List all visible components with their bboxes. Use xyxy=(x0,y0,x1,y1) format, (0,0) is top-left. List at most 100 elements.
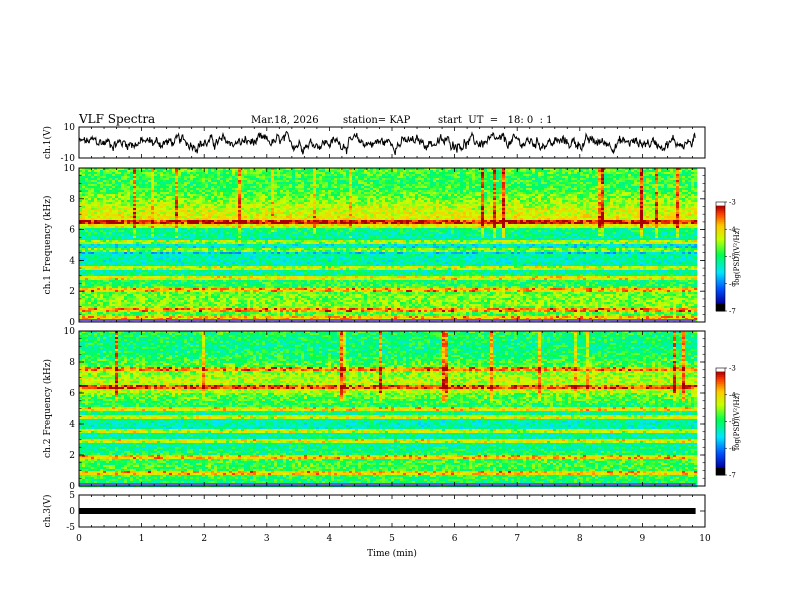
spectrogram-cell xyxy=(655,198,659,201)
spectrogram-cell xyxy=(253,208,257,211)
spectrogram-cell xyxy=(235,190,239,193)
spectrogram-cell xyxy=(217,210,221,213)
spectrogram-cell xyxy=(178,172,182,175)
spectrogram-cell xyxy=(166,190,170,193)
spectrogram-cell xyxy=(133,184,137,187)
spectrogram-cell xyxy=(142,188,146,191)
spectrogram-cell xyxy=(127,180,131,183)
spectrogram-cell xyxy=(598,174,602,177)
spectrogram-cell xyxy=(499,186,503,189)
spectrogram-cell xyxy=(598,194,602,197)
spectrogram-cell xyxy=(313,184,317,187)
spectrogram-cell xyxy=(364,184,368,187)
spectrogram-cell xyxy=(193,168,197,171)
spectrogram-cell xyxy=(316,188,320,191)
spectrogram-cell xyxy=(148,188,152,191)
spectrogram-cell xyxy=(541,184,545,187)
spectrogram-cell xyxy=(673,194,677,197)
spectrogram-cell xyxy=(607,188,611,191)
spectrogram-cell xyxy=(286,192,290,195)
spectrogram-cell xyxy=(652,182,656,185)
spectrogram-cell xyxy=(166,186,170,189)
spectrogram-cell xyxy=(334,188,338,191)
spectrogram-cell xyxy=(433,202,437,205)
y-tick-label: 10 xyxy=(64,123,76,133)
spectrogram-cell xyxy=(100,202,104,205)
spectrogram-cell xyxy=(586,184,590,187)
spectrogram-cell xyxy=(115,180,119,183)
spectrogram-cell xyxy=(301,204,305,207)
spectrogram-cell xyxy=(676,184,680,187)
spectrogram-cell xyxy=(361,188,365,191)
spectrogram-cell xyxy=(547,182,551,185)
spectrogram-cell xyxy=(520,184,524,187)
spectrogram-cell xyxy=(259,206,263,209)
spectrogram-cell xyxy=(202,174,206,177)
spectrogram-cell xyxy=(661,210,665,213)
spectrogram-cell xyxy=(250,198,254,201)
spectrogram-cell xyxy=(379,190,383,193)
spectrogram-cell xyxy=(547,180,551,183)
spectrogram-cell xyxy=(571,176,575,179)
spectrogram-cell xyxy=(247,182,251,185)
spectrogram-cell xyxy=(250,186,254,189)
spectrogram-cell xyxy=(256,198,260,201)
spectrogram-cell xyxy=(265,210,269,213)
spectrogram-cell xyxy=(469,176,473,179)
spectrogram-cell xyxy=(247,204,251,207)
spectrogram-cell xyxy=(493,214,497,217)
spectrogram-cell xyxy=(367,198,371,201)
spectrogram-cell xyxy=(478,190,482,193)
spectrogram-cell xyxy=(481,204,485,207)
spectrogram-cell xyxy=(355,206,359,209)
spectrogram-cell xyxy=(613,172,617,175)
spectrogram-cell xyxy=(124,204,128,207)
spectrogram-cell xyxy=(667,202,671,205)
spectrogram-cell xyxy=(433,180,437,183)
spectrogram-cell xyxy=(478,206,482,209)
spectrogram-cell xyxy=(664,198,668,201)
spectrogram-cell xyxy=(292,182,296,185)
spectrogram-cell xyxy=(487,200,491,203)
spectrogram-cell xyxy=(511,206,515,209)
spectrogram-cell xyxy=(478,214,482,217)
spectrogram-cell xyxy=(646,184,650,187)
spectrogram-cell xyxy=(448,172,452,175)
spectrogram-cell xyxy=(85,188,89,191)
spectrogram-cell xyxy=(652,198,656,201)
spectrogram-cell xyxy=(160,176,164,179)
spectrogram-cell xyxy=(127,192,131,195)
spectrogram-cell xyxy=(199,174,203,177)
spectrogram-cell xyxy=(532,188,536,191)
spectrogram-cell xyxy=(229,202,233,205)
spectrogram-cell xyxy=(457,180,461,183)
spectrogram-cell xyxy=(394,212,398,215)
spectrogram-cell xyxy=(244,198,248,201)
spectrogram-cell xyxy=(364,206,368,209)
spectrogram-cell xyxy=(100,174,104,177)
spectrogram-cell xyxy=(187,174,191,177)
spectrogram-cell xyxy=(184,214,188,217)
spectrogram-cell xyxy=(406,200,410,203)
spectrogram-cell xyxy=(631,184,635,187)
spectrogram-cell xyxy=(682,178,686,181)
spectrogram-cell xyxy=(400,176,404,179)
spectrogram-cell xyxy=(349,206,353,209)
spectrogram-cell xyxy=(424,198,428,201)
spectrogram-cell xyxy=(646,206,650,209)
spectrogram-cell xyxy=(526,204,530,207)
spectrogram-cell xyxy=(115,210,119,213)
spectrogram-cell xyxy=(610,206,614,209)
spectrogram-cell xyxy=(640,182,644,185)
spectrogram-cell xyxy=(316,210,320,213)
spectrogram-cell xyxy=(295,198,299,201)
spectrogram-cell xyxy=(289,186,293,189)
spectrogram-cell xyxy=(145,202,149,205)
spectrogram-cell xyxy=(487,204,491,207)
spectrogram-cell xyxy=(166,182,170,185)
spectrogram-cell xyxy=(133,202,137,205)
spectrogram-cell xyxy=(91,182,95,185)
spectrogram-cell xyxy=(238,194,242,197)
spectrogram-cell xyxy=(619,182,623,185)
spectrogram-cell xyxy=(499,206,503,209)
